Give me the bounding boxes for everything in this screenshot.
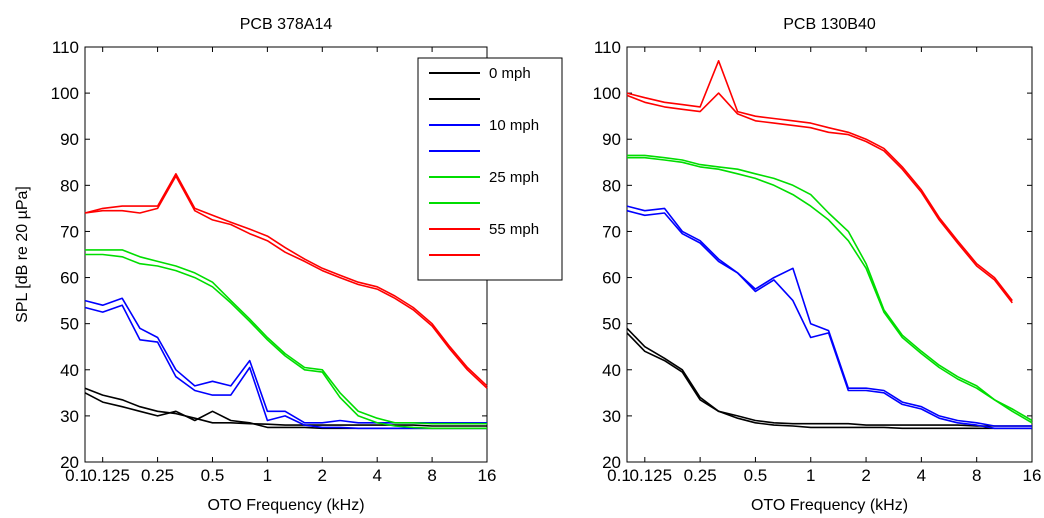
plot-area: [626, 46, 1033, 463]
chart-panel-1: PCB 378A14 20 30 40 50 60 70 80 90 100 110 0.10.125…: [14, 16, 563, 514]
legend-label: 25 mph: [489, 169, 539, 186]
legend-label: 0 mph: [489, 65, 531, 82]
chart-title: PCB 130B40: [783, 16, 876, 33]
y-tick-label: 50: [60, 315, 79, 334]
y-tick-label: 110: [594, 38, 621, 57]
y-tick-label: 40: [602, 361, 621, 380]
y-tick-label: 100: [51, 84, 79, 103]
series-line-6: [627, 156, 1033, 424]
x-tick-label: 8: [427, 466, 436, 485]
series-line-8: [84, 175, 488, 389]
x-tick-label: 0.125: [87, 466, 130, 485]
series-line-5: [85, 249, 487, 425]
series-line-8: [626, 92, 1013, 304]
x-tick-label: 0.125: [630, 466, 673, 485]
y-tick-label: 20: [602, 453, 621, 472]
y-tick-label: 100: [593, 84, 621, 103]
series-line-2: [626, 332, 1032, 430]
series-line-7: [84, 173, 488, 387]
series-line-7: [626, 59, 1013, 302]
y-tick-label: 80: [602, 176, 621, 195]
x-tick-label: 16: [478, 466, 497, 485]
x-edge-label: 0.1: [65, 466, 89, 485]
y-tick-label: 40: [60, 361, 79, 380]
x-tick-label: 16: [1023, 466, 1042, 485]
x-tick-label: 0.25: [141, 466, 174, 485]
x-tick-label: 0.5: [744, 466, 768, 485]
series-line-1: [626, 327, 1032, 427]
x-edge-label: 0.1: [607, 466, 631, 485]
y-tick-label: 70: [602, 222, 621, 241]
y-tick-label: 90: [602, 130, 621, 149]
y-tick-label: 60: [60, 269, 79, 288]
series-line-3: [626, 205, 1032, 427]
y-tick-label: 90: [60, 130, 79, 149]
legend-label: 55 mph: [489, 221, 539, 238]
x-tick-label: 1: [263, 466, 272, 485]
x-tick-label: 4: [372, 466, 381, 485]
legend-box: [417, 57, 563, 281]
chart-title: PCB 378A14: [240, 16, 333, 33]
series-line-4: [626, 209, 1032, 430]
y-tick-label: 20: [60, 453, 79, 472]
y-tick-label: 30: [60, 407, 79, 426]
y-tick-label: 60: [602, 269, 621, 288]
x-tick-label: 0.5: [201, 466, 225, 485]
x-tick-label: 0.25: [684, 466, 717, 485]
x-axis-label: OTO Frequency (kHz): [751, 497, 908, 514]
series-line-1: [84, 387, 487, 427]
y-axis-label: SPL [dB re 20 µPa]: [14, 186, 31, 323]
y-tick-label: 50: [602, 315, 621, 334]
legend-label: 10 mph: [489, 117, 539, 134]
x-tick-label: 2: [318, 466, 327, 485]
x-tick-label: 8: [972, 466, 981, 485]
series-line-6: [85, 253, 487, 430]
y-tick-label: 70: [60, 222, 79, 241]
x-tick-label: 4: [917, 466, 926, 485]
x-axis-label: OTO Frequency (kHz): [207, 497, 364, 514]
legend: 0 mph 10 mph 25 mph 55 mph: [417, 57, 563, 281]
chart-panel-2: PCB 130B40 20 30 40 50 60 70 80 90 100 110 0.10.125…: [593, 16, 1042, 514]
series-line-5: [627, 154, 1033, 422]
y-tick-label: 30: [602, 407, 621, 426]
x-tick-label: 2: [861, 466, 870, 485]
x-tick-label: 1: [806, 466, 815, 485]
y-tick-label: 80: [60, 176, 79, 195]
y-tick-label: 110: [52, 38, 79, 57]
